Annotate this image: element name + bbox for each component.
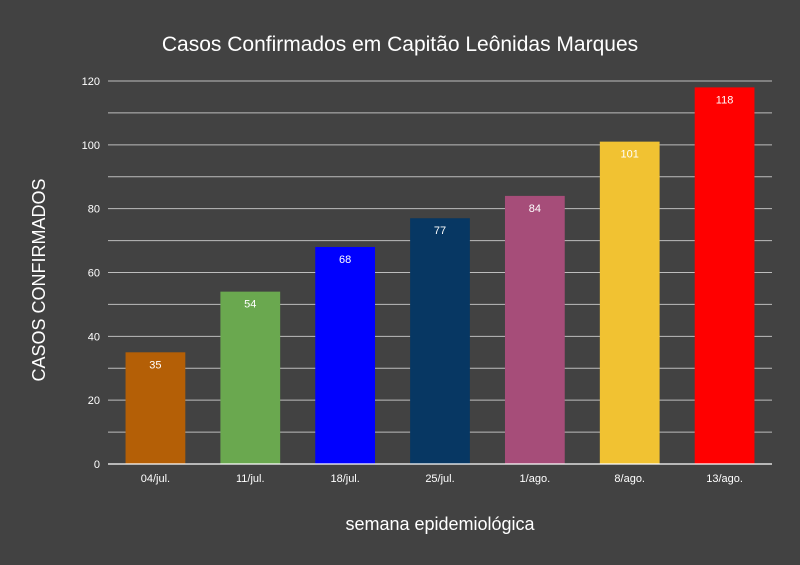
bar-value-label: 118 bbox=[716, 94, 734, 106]
x-tick-label: 04/jul. bbox=[141, 473, 170, 485]
bar-value-label: 35 bbox=[149, 359, 161, 371]
y-tick-label: 120 bbox=[82, 76, 100, 88]
x-tick-label: 18/jul. bbox=[330, 473, 359, 485]
bar bbox=[599, 141, 660, 464]
bar bbox=[315, 246, 376, 464]
chart-title: Casos Confirmados em Capitão Leônidas Ma… bbox=[162, 33, 638, 56]
x-tick-label: 13/ago. bbox=[706, 473, 743, 485]
y-tick-label: 80 bbox=[88, 204, 100, 216]
x-tick-label: 11/jul. bbox=[236, 473, 265, 485]
bar-value-label: 77 bbox=[434, 225, 446, 237]
x-tick-label: 1/ago. bbox=[520, 473, 551, 485]
y-tick-label: 100 bbox=[82, 140, 100, 152]
x-tick-label: 25/jul. bbox=[425, 473, 454, 485]
x-axis-title: semana epidemiológica bbox=[345, 514, 535, 534]
bar bbox=[125, 352, 186, 464]
y-tick-label: 60 bbox=[88, 268, 100, 280]
y-axis-ticks: 0 20 40 60 80 100 120 bbox=[82, 76, 100, 471]
bar-value-label: 101 bbox=[621, 149, 639, 161]
bar bbox=[504, 195, 565, 464]
bar bbox=[694, 87, 755, 464]
bar bbox=[410, 218, 470, 464]
bar bbox=[220, 291, 281, 464]
x-axis-ticks: 04/jul. 11/jul. 18/jul. 25/jul. 1/ago. 8/ago.… bbox=[141, 473, 743, 485]
y-tick-label: 20 bbox=[88, 395, 100, 407]
y-axis-title: CASOS CONFIRMADOS bbox=[29, 178, 49, 381]
bar-data-labels: 35 54 68 77 84 101 118 bbox=[149, 94, 733, 371]
bar-value-label: 54 bbox=[244, 299, 256, 311]
y-tick-label: 0 bbox=[94, 459, 100, 471]
x-tick-label: 8/ago. bbox=[614, 473, 645, 485]
bar-value-label: 84 bbox=[529, 203, 541, 215]
bars bbox=[125, 87, 755, 464]
bar-value-label: 68 bbox=[339, 254, 351, 266]
y-tick-label: 40 bbox=[88, 331, 100, 343]
